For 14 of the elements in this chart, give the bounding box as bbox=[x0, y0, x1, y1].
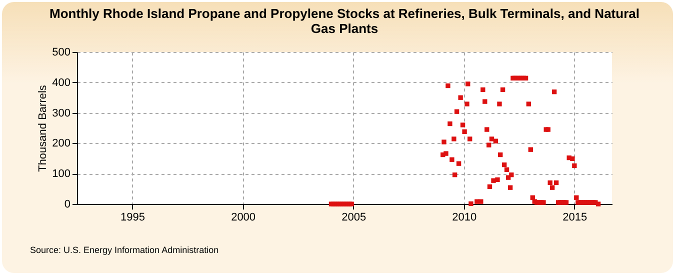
x-tick-label: 1995 bbox=[120, 212, 146, 224]
y-tick-label: 300 bbox=[52, 107, 70, 120]
y-tick-label: 0 bbox=[64, 198, 70, 210]
source-note: Source: U.S. Energy Information Administration bbox=[30, 245, 219, 255]
y-tick-label: 400 bbox=[52, 76, 70, 89]
x-tick-label: 2000 bbox=[231, 212, 256, 224]
y-tick-label: 100 bbox=[52, 168, 70, 180]
chart-title: Monthly Rhode Island Propane and Propylene Stocks at Refineries, Bulk Terminals, and Natural Gas Plants bbox=[50, 6, 640, 36]
y-axis-title: Thousand Barrels bbox=[37, 84, 50, 172]
x-tick-label: 2015 bbox=[562, 212, 588, 224]
x-tick-label: 2010 bbox=[452, 212, 477, 224]
x-tick-label: 2005 bbox=[342, 212, 366, 224]
y-tick-label: 500 bbox=[52, 46, 70, 58]
y-tick-label: 200 bbox=[52, 138, 70, 150]
